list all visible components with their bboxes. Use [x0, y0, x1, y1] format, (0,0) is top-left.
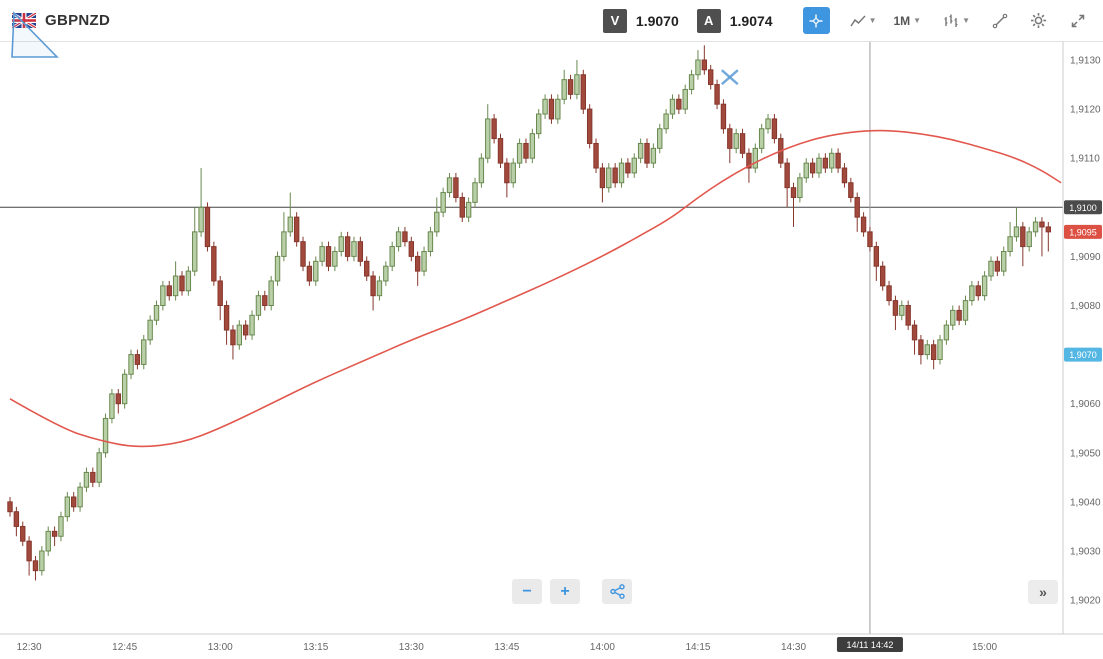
chart-type-icon [849, 14, 866, 26]
svg-text:1,9095: 1,9095 [1069, 227, 1097, 237]
sell-price: 1.9070 [635, 12, 679, 29]
svg-text:1,9040: 1,9040 [1070, 497, 1101, 508]
svg-text:1,9130: 1,9130 [1070, 56, 1101, 67]
share-button[interactable] [602, 579, 632, 604]
buy-price: 1.9074 [729, 12, 773, 29]
crosshair-tool-button[interactable] [802, 7, 830, 34]
trendline-tool-icon [992, 13, 1007, 28]
indicators-button[interactable]: ▼ [939, 7, 974, 34]
settings-gear-icon [1031, 13, 1046, 28]
timeframe-label: 1M [893, 13, 911, 28]
svg-text:1,9030: 1,9030 [1070, 547, 1101, 558]
chevron-down-icon: ▼ [913, 15, 922, 25]
indicators-icon [944, 14, 958, 27]
svg-text:1,9020: 1,9020 [1070, 596, 1101, 607]
sell-button[interactable]: V [602, 8, 627, 33]
svg-text:13:45: 13:45 [494, 642, 519, 653]
svg-text:1,9110: 1,9110 [1070, 154, 1100, 165]
zoom-out-button[interactable]: − [512, 579, 542, 604]
svg-text:12:45: 12:45 [112, 642, 137, 653]
svg-text:1,9090: 1,9090 [1070, 252, 1101, 263]
crosshair-icon [809, 14, 823, 27]
expand-panel-button[interactable]: » [1028, 580, 1058, 604]
svg-text:12:30: 12:30 [17, 642, 42, 653]
svg-text:13:30: 13:30 [399, 642, 424, 653]
share-icon [609, 584, 625, 599]
svg-text:13:15: 13:15 [303, 642, 328, 653]
zoom-in-button[interactable]: + [550, 579, 580, 604]
settings-button[interactable] [1025, 7, 1052, 34]
price-chart[interactable]: 1,9130 1,9120 1,9110 1,9100 1,9090 1,9080 1,90… [0, 42, 1103, 659]
chart-zoom-controls: − + [512, 579, 632, 604]
chart-area[interactable]: 1,9130 1,9120 1,9110 1,9100 1,9090 1,9080 1,90… [0, 42, 1103, 659]
chart-toolbar: GBPNZD V 1.9070 A 1.9074 ▼ 1M [0, 0, 1103, 42]
fullscreen-button[interactable] [1064, 7, 1091, 34]
svg-text:1,9070: 1,9070 [1069, 350, 1097, 360]
svg-text:15:00: 15:00 [972, 642, 997, 653]
svg-text:14:00: 14:00 [590, 642, 615, 653]
triangle-drawing[interactable] [0, 0, 80, 70]
symbol-title: GBPNZD [45, 12, 111, 29]
svg-text:14:30: 14:30 [781, 642, 806, 653]
buy-button[interactable]: A [696, 8, 721, 33]
timeframe-button[interactable]: 1M ▼ [889, 7, 925, 34]
drawing-tools-button[interactable] [986, 7, 1013, 34]
svg-text:14:15: 14:15 [685, 642, 710, 653]
svg-text:1,9120: 1,9120 [1070, 105, 1101, 116]
chevron-down-icon: ▼ [868, 15, 877, 25]
svg-text:1,9080: 1,9080 [1070, 301, 1101, 312]
chevron-down-icon: ▼ [962, 15, 970, 25]
svg-text:1,9060: 1,9060 [1070, 399, 1101, 410]
toolbar-controls: V 1.9070 A 1.9074 ▼ 1M ▼ [602, 7, 1091, 34]
fullscreen-icon [1071, 14, 1084, 27]
chart-type-button[interactable]: ▼ [846, 7, 881, 34]
svg-text:1,9050: 1,9050 [1070, 448, 1101, 459]
svg-text:1,9100: 1,9100 [1069, 203, 1097, 213]
svg-text:14/11 14:42: 14/11 14:42 [847, 640, 894, 650]
svg-text:13:00: 13:00 [208, 642, 233, 653]
